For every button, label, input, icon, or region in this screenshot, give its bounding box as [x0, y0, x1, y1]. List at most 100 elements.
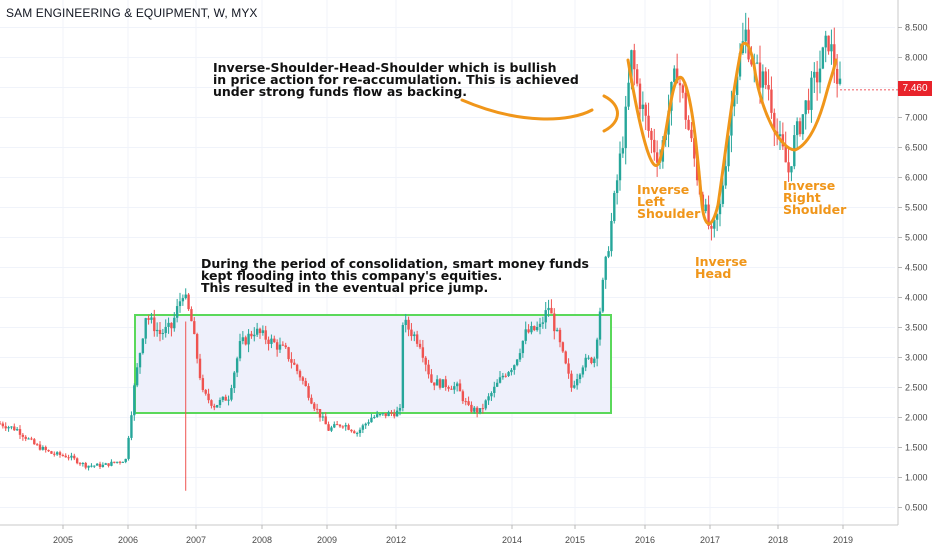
candle-body — [113, 461, 116, 463]
candle-body — [630, 50, 633, 83]
candle-body — [521, 340, 525, 354]
candle-body — [318, 408, 322, 418]
y-tick-label: 5.000 — [905, 233, 928, 243]
x-tick-label: 2014 — [502, 535, 522, 545]
candle-body — [253, 334, 256, 337]
candle-body — [407, 319, 410, 330]
candle-body — [718, 203, 722, 215]
candle-body — [415, 334, 419, 344]
candle-body — [190, 309, 193, 322]
candle-body — [338, 424, 342, 427]
candle-body — [827, 35, 830, 52]
candle-body — [758, 62, 762, 88]
candle-body — [70, 455, 73, 458]
candle-body — [438, 379, 442, 388]
annotation-pattern-note: Inverse-Shoulder-Head-Shoulder which is … — [213, 60, 579, 99]
candle-body — [98, 463, 102, 467]
candle-body — [310, 397, 313, 404]
candle-body — [75, 458, 79, 464]
candle-body — [467, 401, 470, 405]
candle-body — [421, 347, 425, 358]
candle-body — [435, 379, 439, 386]
x-tick-label: 2009 — [317, 535, 337, 545]
candle-body — [687, 119, 690, 130]
candle-body — [475, 407, 479, 413]
candle-body — [173, 317, 176, 329]
candle-body — [278, 344, 282, 350]
candle-body — [244, 337, 247, 345]
candle-body — [93, 465, 96, 467]
candle-body — [64, 455, 67, 458]
candle-body — [715, 214, 719, 220]
candle-body — [441, 379, 445, 388]
candle-body — [607, 251, 610, 257]
candle-body — [127, 437, 130, 459]
candle-body — [450, 388, 453, 390]
candle-body — [713, 219, 716, 229]
candle-body — [264, 330, 267, 340]
candle-body — [38, 444, 42, 450]
candle-body — [624, 106, 627, 149]
annotation-consolidation-note: During the period of consolidation, smar… — [201, 256, 589, 295]
candle-body — [558, 329, 562, 343]
candle-body — [644, 104, 647, 116]
candle-body — [315, 408, 319, 410]
candle-body — [730, 106, 733, 136]
candle-body — [90, 465, 93, 467]
candle-body — [181, 298, 185, 302]
candle-body — [513, 365, 516, 370]
candle-body — [107, 463, 110, 466]
candle-body — [87, 465, 90, 468]
candle-body — [1, 423, 5, 427]
candle-body — [510, 369, 513, 373]
candle-body — [561, 342, 565, 352]
candle-body — [293, 362, 296, 365]
candle-body — [764, 71, 767, 86]
y-tick-label: 1.000 — [905, 473, 928, 483]
candle-body — [490, 392, 493, 397]
candle-body — [375, 414, 379, 417]
candle-body — [141, 338, 145, 354]
candle-body — [455, 383, 459, 387]
candle-body — [67, 457, 70, 459]
candle-body — [398, 407, 402, 411]
candle-body — [390, 412, 393, 414]
y-tick-label: 8.000 — [905, 53, 928, 63]
x-tick-label: 2016 — [635, 535, 655, 545]
candle-body — [73, 455, 76, 459]
candle-body — [618, 153, 622, 181]
candle-body — [330, 427, 333, 431]
candle-body — [61, 455, 65, 457]
candle-body — [370, 417, 373, 423]
candle-body — [444, 379, 447, 388]
candle-body — [121, 461, 125, 463]
candle-body — [487, 396, 490, 401]
candle-body — [464, 401, 467, 403]
candle-body — [447, 387, 450, 389]
candle-body — [124, 458, 127, 462]
candle-body — [458, 383, 462, 392]
candle-body — [404, 319, 407, 326]
candle-body — [653, 139, 656, 153]
candle-body — [195, 334, 199, 359]
candle-body — [333, 424, 336, 428]
candle-body — [773, 112, 776, 132]
candle-body — [470, 404, 473, 412]
candle-body — [401, 325, 405, 408]
candle-body — [567, 363, 570, 374]
candle-body — [461, 391, 465, 402]
candle-body — [724, 166, 727, 186]
y-tick-label: 8.500 — [905, 23, 928, 33]
candle-body — [695, 158, 699, 181]
candle-body — [635, 69, 639, 84]
candle-body — [675, 68, 679, 84]
pattern-curve — [626, 41, 838, 226]
candle-body — [84, 462, 87, 468]
candle-body — [373, 416, 376, 418]
candle-body — [590, 357, 593, 364]
candle-body — [101, 464, 105, 467]
candle-body — [307, 386, 310, 398]
candle-body — [621, 148, 625, 154]
candle-body — [504, 375, 507, 377]
